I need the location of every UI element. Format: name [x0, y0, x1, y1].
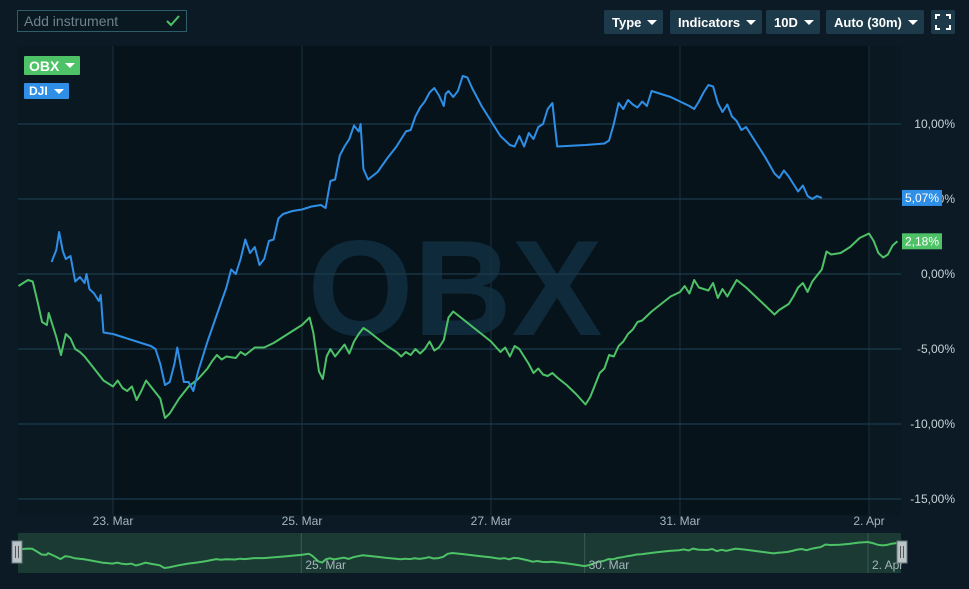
last-value-label-obx: 2,18%: [902, 233, 942, 250]
legend-obx-label: OBX: [29, 57, 60, 74]
last-value-text: 2,18%: [905, 234, 939, 248]
watermark: OBX: [308, 212, 603, 364]
y-tick-label: -15,00%: [910, 492, 955, 506]
x-tick-label: 2. Apr: [853, 514, 884, 528]
series-line-obx[interactable]: [17, 232, 899, 419]
y-tick-label: -5,00%: [917, 342, 955, 356]
caret-down-icon: [803, 19, 814, 25]
navigator-line: [17, 540, 897, 570]
indicators-label: Indicators: [678, 14, 741, 30]
caret-down-icon: [53, 88, 64, 94]
period-label: 10D: [774, 14, 798, 30]
add-instrument-field[interactable]: [17, 10, 187, 32]
legend-dji-label: DJI: [29, 84, 48, 98]
caret-down-icon: [647, 19, 658, 25]
fullscreen-icon: [935, 14, 951, 30]
last-value-label-dji: 5,07%: [902, 189, 942, 206]
y-tick-label: 0,00%: [921, 267, 955, 281]
interval-label: Auto (30m): [834, 14, 902, 30]
type-dropdown[interactable]: Type: [604, 10, 664, 34]
x-tick-label: 25. Mar: [282, 514, 323, 528]
last-value-text: 5,07%: [905, 191, 939, 205]
period-dropdown[interactable]: 10D: [766, 10, 820, 34]
fullscreen-button[interactable]: [931, 10, 955, 34]
weekend-band: [870, 46, 901, 515]
x-tick-label: 31. Mar: [660, 514, 701, 528]
interval-dropdown[interactable]: Auto (30m): [826, 10, 924, 34]
check-icon[interactable]: [164, 12, 182, 30]
navigator-tick-label: 25. Mar: [305, 558, 346, 572]
y-tick-label: 10,00%: [914, 117, 955, 131]
navigator-left-handle[interactable]: [11, 540, 23, 564]
caret-down-icon: [907, 19, 918, 25]
navigator-tick-label: 2. Apr: [872, 558, 903, 572]
caret-down-icon: [65, 63, 76, 68]
type-label: Type: [612, 14, 642, 30]
navigator-right-handle[interactable]: [896, 540, 908, 564]
series-line-dji[interactable]: [50, 75, 823, 392]
x-tick-label: 27. Mar: [471, 514, 512, 528]
indicators-dropdown[interactable]: Indicators: [670, 10, 763, 34]
y-tick-label: -10,00%: [910, 417, 955, 431]
navigator-tick-label: 30. Mar: [589, 558, 630, 572]
add-instrument-input[interactable]: [18, 11, 164, 31]
caret-down-icon: [746, 19, 757, 25]
x-tick-label: 23. Mar: [93, 514, 134, 528]
legend-obx[interactable]: OBX: [24, 56, 81, 75]
legend-dji[interactable]: DJI: [24, 83, 69, 99]
